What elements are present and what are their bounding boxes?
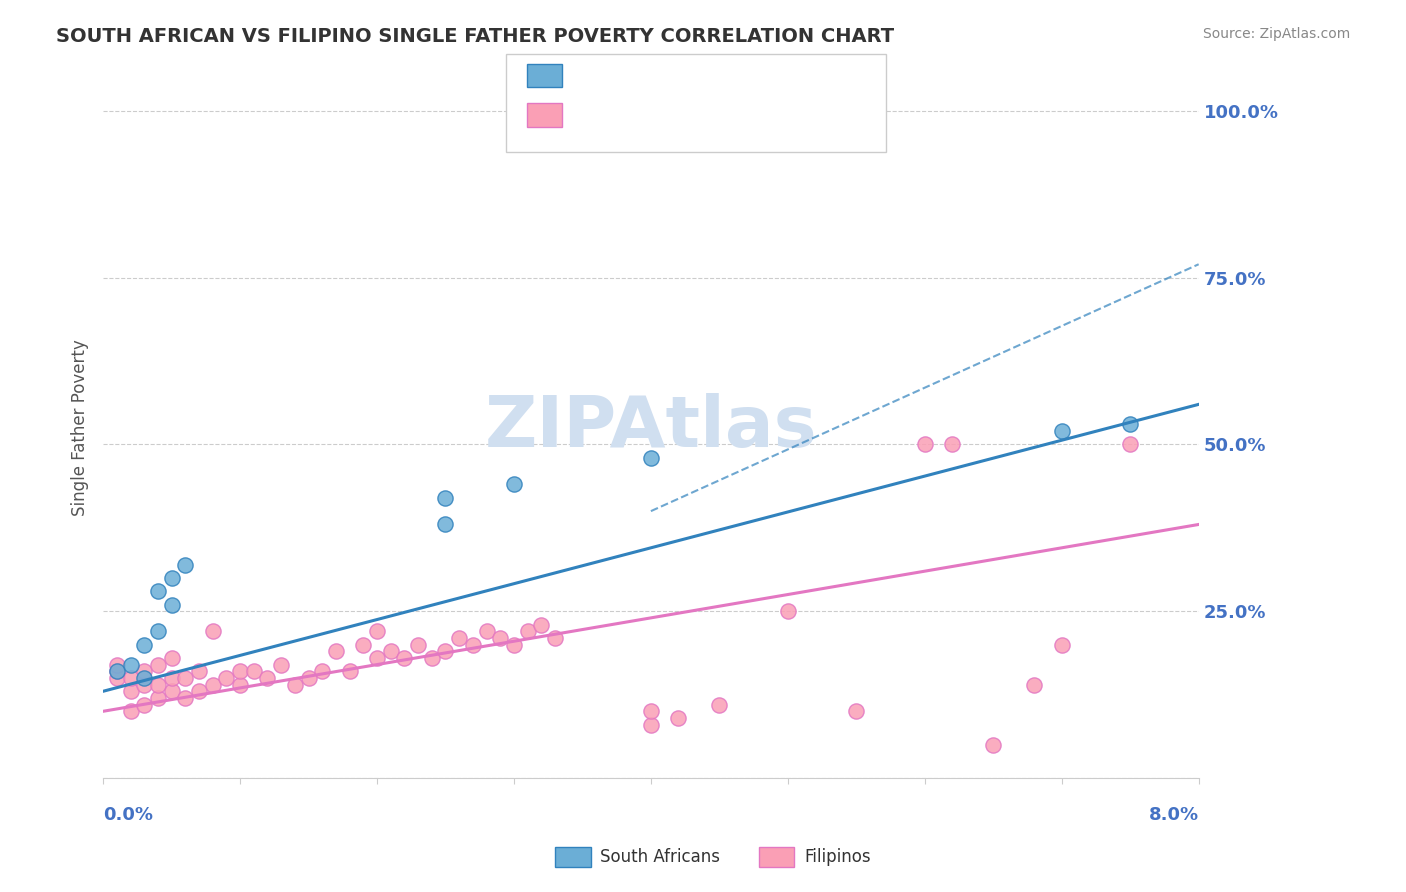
Point <box>544 631 567 645</box>
Point <box>160 598 183 612</box>
Point <box>120 671 142 685</box>
Point <box>516 624 538 639</box>
Point <box>380 644 402 658</box>
Point <box>120 684 142 698</box>
Point <box>146 657 169 672</box>
Point <box>215 671 238 685</box>
Point <box>941 437 963 451</box>
Point <box>709 698 731 712</box>
Point <box>105 665 128 679</box>
Point <box>242 665 264 679</box>
Point <box>640 717 662 731</box>
Point <box>188 684 211 698</box>
Point <box>640 450 662 465</box>
Point <box>174 671 197 685</box>
Y-axis label: Single Father Poverty: Single Father Poverty <box>72 339 89 516</box>
Point <box>160 651 183 665</box>
Point <box>160 684 183 698</box>
Point <box>1050 424 1073 438</box>
Text: R =  0.412   N =  60: R = 0.412 N = 60 <box>576 100 773 118</box>
Point <box>146 677 169 691</box>
Point <box>146 690 169 705</box>
Point <box>174 558 197 572</box>
Point <box>201 624 224 639</box>
Point <box>134 638 156 652</box>
Point <box>776 604 799 618</box>
Point <box>134 677 156 691</box>
Point <box>1119 417 1142 432</box>
Point <box>134 671 156 685</box>
Point <box>1024 677 1046 691</box>
Point <box>503 477 526 491</box>
Point <box>1119 437 1142 451</box>
Point <box>366 651 388 665</box>
Point <box>105 657 128 672</box>
Text: SOUTH AFRICAN VS FILIPINO SINGLE FATHER POVERTY CORRELATION CHART: SOUTH AFRICAN VS FILIPINO SINGLE FATHER … <box>56 27 894 45</box>
Point <box>284 677 307 691</box>
Text: 8.0%: 8.0% <box>1149 806 1199 824</box>
Point <box>146 584 169 599</box>
Point <box>134 665 156 679</box>
Point <box>229 677 252 691</box>
Point <box>256 671 278 685</box>
Point <box>160 671 183 685</box>
Text: R =  0.643   N =  15: R = 0.643 N = 15 <box>576 61 773 78</box>
Point <box>160 571 183 585</box>
Point <box>201 677 224 691</box>
Text: South Africans: South Africans <box>600 848 720 866</box>
Point <box>352 638 374 652</box>
Point <box>270 657 292 672</box>
Point <box>434 517 457 532</box>
Point <box>105 665 128 679</box>
Point <box>449 631 471 645</box>
Point <box>339 665 361 679</box>
Point <box>394 651 416 665</box>
Point <box>105 671 128 685</box>
Point <box>325 644 347 658</box>
Point <box>475 624 498 639</box>
Point <box>406 638 429 652</box>
Text: Filipinos: Filipinos <box>804 848 870 866</box>
Text: ZIPAtlas: ZIPAtlas <box>485 393 817 462</box>
Point <box>1050 638 1073 652</box>
Point <box>120 704 142 718</box>
Point <box>489 631 512 645</box>
Point <box>845 704 868 718</box>
Point <box>134 698 156 712</box>
Point <box>366 624 388 639</box>
Point <box>420 651 443 665</box>
Point <box>530 617 553 632</box>
Text: Source: ZipAtlas.com: Source: ZipAtlas.com <box>1202 27 1350 41</box>
Point <box>174 690 197 705</box>
Point <box>434 644 457 658</box>
Point <box>188 665 211 679</box>
Point <box>434 491 457 505</box>
Point <box>461 638 484 652</box>
Point <box>503 638 526 652</box>
Point <box>981 738 1004 752</box>
Point <box>640 704 662 718</box>
Point <box>297 671 319 685</box>
Point <box>120 657 142 672</box>
Point <box>229 665 252 679</box>
Point <box>146 624 169 639</box>
Point <box>311 665 333 679</box>
Point <box>666 711 689 725</box>
Point <box>914 437 936 451</box>
Text: 0.0%: 0.0% <box>103 806 153 824</box>
